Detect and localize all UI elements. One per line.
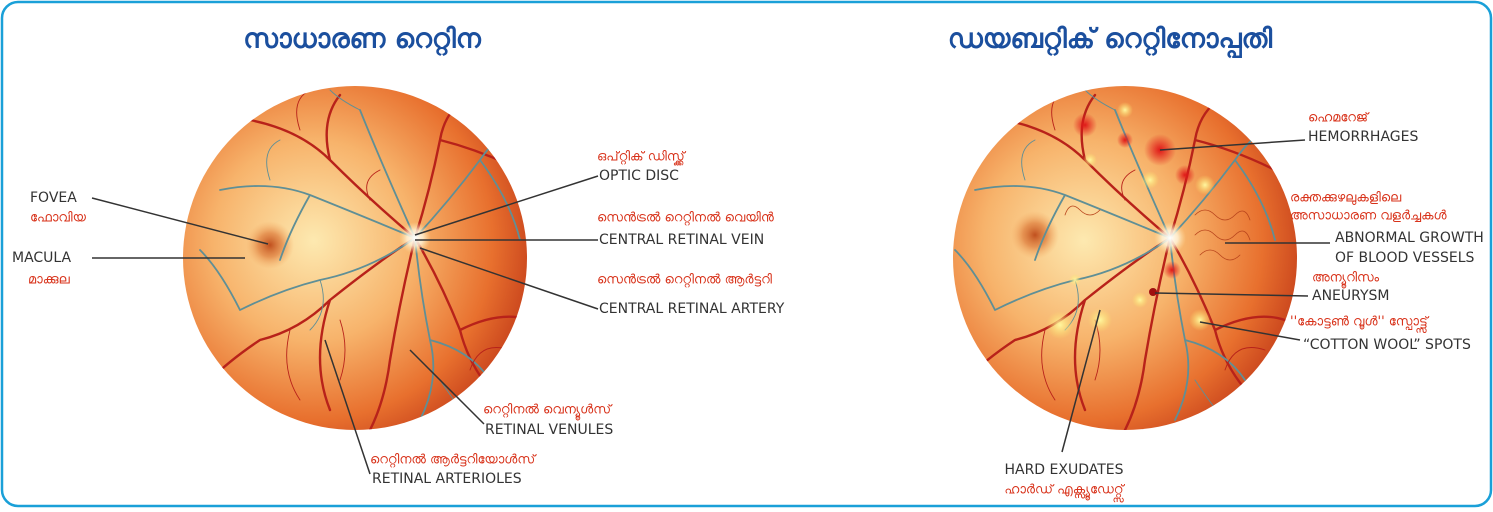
label-malayalam: ഒപ്റ്റിക് ഡിസ്ക്ക് (597, 150, 687, 167)
label-english: MACULA (12, 250, 72, 266)
title: സാധാരണ റെറ്റിന (243, 24, 482, 57)
label-english: FOVEA (30, 190, 77, 206)
label-malayalam: മാക്കുല (28, 273, 71, 288)
label-malayalam: റെറ്റിനൽ ആർട്ടറിയോൾസ് (370, 453, 537, 468)
label-english: HEMORRHAGES (1308, 129, 1418, 145)
label-malayalam: ഫോവിയ (30, 211, 87, 226)
label-english: OPTIC DISC (599, 168, 679, 184)
label-english: RETINAL ARTERIOLES (372, 471, 522, 487)
label-english: OF BLOOD VESSELS (1335, 250, 1475, 266)
label-malayalam: സെൻട്രൽ റെറ്റിനൽ വെയിൻ (597, 211, 774, 226)
label-english: CENTRAL RETINAL VEIN (599, 232, 764, 248)
label-malayalam: അസാധാരണ വളർച്ചകൾ (1290, 209, 1448, 224)
label-english: ANEURYSM (1312, 288, 1390, 304)
infographic: സാധാരണ റെറ്റിന ഡയബറ്റിക് റെറ്റിനോപ്പതി ഫോവ… (0, 0, 1493, 508)
label-english: CENTRAL RETINAL ARTERY (599, 301, 785, 317)
label-english: ABNORMAL GROWTH (1335, 230, 1484, 246)
label-english: HARD EXUDATES (1004, 462, 1123, 478)
label-malayalam: ഹെമറേജ് (1308, 111, 1370, 126)
label-english: RETINAL VENULES (485, 422, 613, 438)
label-malayalam: രക്തക്കുഴലുകളിലെ (1290, 191, 1402, 206)
label-english: “COTTON WOOL” SPOTS (1303, 337, 1471, 353)
label-malayalam: സെൻട്രൽ റെറ്റിനൽ ആർട്ടറി (597, 273, 772, 288)
title: ഡയബറ്റിക് റെറ്റിനോപ്പതി (948, 24, 1272, 59)
diabetic-retina (953, 86, 1297, 430)
